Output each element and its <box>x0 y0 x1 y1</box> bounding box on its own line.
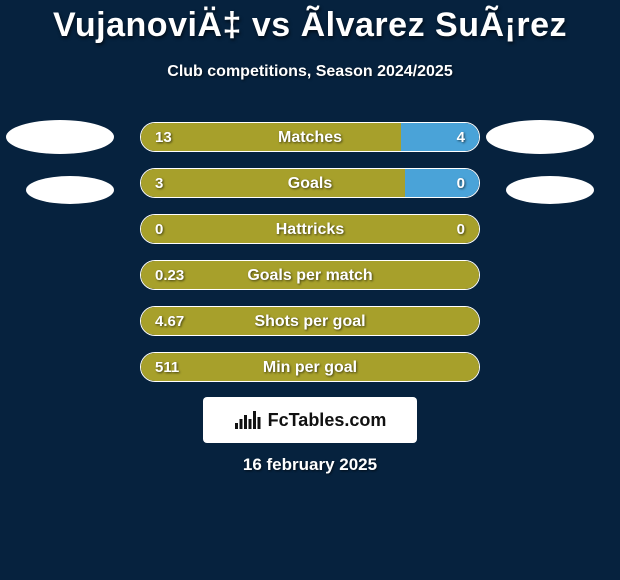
page-title: VujanoviÄ‡ vs Ãlvarez SuÃ¡rez <box>0 0 620 45</box>
page-subtitle: Club competitions, Season 2024/2025 <box>0 63 620 81</box>
comparison-card: VujanoviÄ‡ vs Ãlvarez SuÃ¡rez Club compe… <box>0 0 620 580</box>
footer-date: 16 february 2025 <box>0 455 620 475</box>
fctables-logo: FcTables.com <box>203 397 417 443</box>
stat-bar-fill <box>141 215 479 243</box>
stat-bar-fill <box>141 261 479 289</box>
stat-bar-row: Hattricks00 <box>140 214 480 244</box>
stat-bar-row: Shots per goal4.67 <box>140 306 480 336</box>
stat-bar-row: Goals30 <box>140 168 480 198</box>
stat-bar-row: Matches134 <box>140 122 480 152</box>
player-avatar-placeholder <box>486 120 594 154</box>
stat-bar-fill-player1 <box>141 169 405 197</box>
stat-bar-fill <box>141 307 479 335</box>
stat-bar-fill <box>141 353 479 381</box>
bar-chart-icon <box>234 409 262 431</box>
player-avatar-placeholder <box>6 120 114 154</box>
player-avatar-placeholder <box>26 176 114 204</box>
stat-bar-fill-player2 <box>401 123 479 151</box>
stat-bar-fill-player1 <box>141 123 401 151</box>
player-avatar-placeholder <box>506 176 594 204</box>
stat-bar-row: Min per goal511 <box>140 352 480 382</box>
stat-bar-row: Goals per match0.23 <box>140 260 480 290</box>
stat-bar-fill-player2 <box>405 169 479 197</box>
logo-text: FcTables.com <box>268 410 387 431</box>
